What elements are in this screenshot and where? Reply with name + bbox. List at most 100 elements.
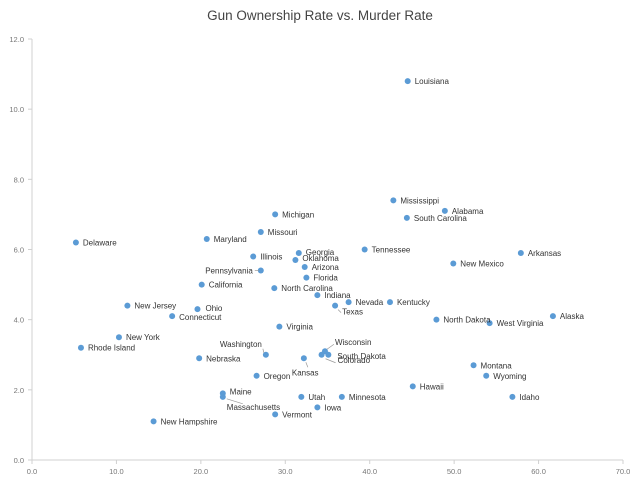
point-label: Indiana (324, 291, 351, 300)
data-point (409, 383, 416, 390)
data-point (203, 235, 210, 242)
point-label: Oklahoma (302, 254, 339, 263)
data-point (470, 362, 477, 369)
data-point (257, 228, 264, 235)
x-tick-label: 30.0 (278, 467, 293, 476)
point-label: Missouri (268, 228, 298, 237)
x-tick-label: 10.0 (109, 467, 124, 476)
point-label: Maine (230, 387, 252, 396)
point-label: New Hampshire (161, 417, 218, 426)
x-tick-label: 40.0 (362, 467, 377, 476)
point-label: Nebraska (206, 354, 241, 363)
label-leader-line (226, 398, 243, 405)
data-point (196, 355, 203, 362)
point-label: Rhode Island (88, 344, 135, 353)
point-label: Ohio (205, 304, 222, 313)
data-point (303, 274, 310, 281)
data-point (272, 411, 279, 418)
point-label: Wyoming (493, 372, 526, 381)
label-leader-line (326, 343, 335, 350)
data-point (301, 264, 308, 271)
x-tick-label: 60.0 (531, 467, 546, 476)
point-label: Florida (313, 274, 338, 283)
point-label: Tennessee (372, 246, 411, 255)
point-label: North Dakota (443, 316, 491, 325)
data-point (403, 214, 410, 221)
y-tick-label: 8.0 (14, 175, 24, 184)
data-point (271, 285, 278, 292)
point-label: Michigan (282, 210, 314, 219)
data-point (386, 299, 393, 306)
label-leader-line (305, 362, 309, 368)
data-point (150, 418, 157, 425)
data-point (115, 334, 122, 341)
data-point (318, 351, 325, 358)
point-label: Georgia (306, 248, 335, 257)
point-label: Massachusetts (227, 403, 280, 412)
data-point (219, 393, 226, 400)
point-label: Hawaii (420, 382, 444, 391)
data-point (298, 393, 305, 400)
data-point (295, 250, 302, 257)
point-label: South Dakota (337, 352, 386, 361)
point-label: Montana (481, 361, 513, 370)
axes: 0.0 10.0 20.0 30.0 40.0 50.0 60.0 70.0 0.0 2.0 4.0… (9, 35, 630, 476)
data-point (549, 313, 556, 320)
data-point (361, 246, 368, 253)
point-label: Connecticut (179, 313, 222, 322)
point-label: New Jersey (134, 302, 176, 311)
data-point (433, 316, 440, 323)
point-label: Arkansas (528, 249, 561, 258)
point-label: Colorado (338, 356, 371, 365)
y-tick-label: 2.0 (14, 386, 24, 395)
point-label: Virginia (286, 323, 313, 332)
data-points (72, 78, 556, 425)
y-tick-label: 0.0 (14, 456, 24, 465)
data-point (509, 393, 516, 400)
point-label: Idaho (519, 393, 540, 402)
data-point (198, 281, 205, 288)
data-point (169, 313, 176, 320)
data-point (300, 355, 307, 362)
point-label: Wisconsin (335, 338, 371, 347)
point-label: New York (126, 333, 161, 342)
point-label: Maryland (214, 235, 247, 244)
data-point (483, 372, 490, 379)
point-label: New Mexico (460, 260, 504, 269)
data-point (486, 320, 493, 327)
y-tick-label: 12.0 (9, 35, 24, 44)
data-point (338, 393, 345, 400)
point-label: Washington (220, 340, 262, 349)
point-label: Delaware (83, 238, 117, 247)
data-point (441, 207, 448, 214)
y-tick-label: 6.0 (14, 246, 24, 255)
point-label: Kansas (292, 368, 319, 377)
point-label: West Virginia (497, 319, 544, 328)
data-point (257, 267, 264, 274)
data-point (253, 372, 260, 379)
data-point (325, 351, 332, 358)
point-label: Louisiana (415, 77, 450, 86)
data-point (332, 302, 339, 309)
data-point (345, 299, 352, 306)
point-label: Vermont (282, 410, 313, 419)
point-label: Kentucky (397, 298, 430, 307)
data-point (124, 302, 131, 309)
y-tick-label: 10.0 (9, 105, 24, 114)
point-label: California (209, 281, 243, 290)
data-point (272, 211, 279, 218)
data-point (517, 250, 524, 257)
point-label: South Carolina (414, 214, 467, 223)
point-label: Nevada (356, 298, 384, 307)
data-point (276, 323, 283, 330)
point-label: Alabama (452, 207, 484, 216)
data-point (262, 351, 269, 358)
data-point (314, 404, 321, 411)
label-leader-line (262, 348, 265, 353)
data-point (250, 253, 257, 260)
x-tick-label: 0.0 (27, 467, 37, 476)
data-point (77, 344, 84, 351)
